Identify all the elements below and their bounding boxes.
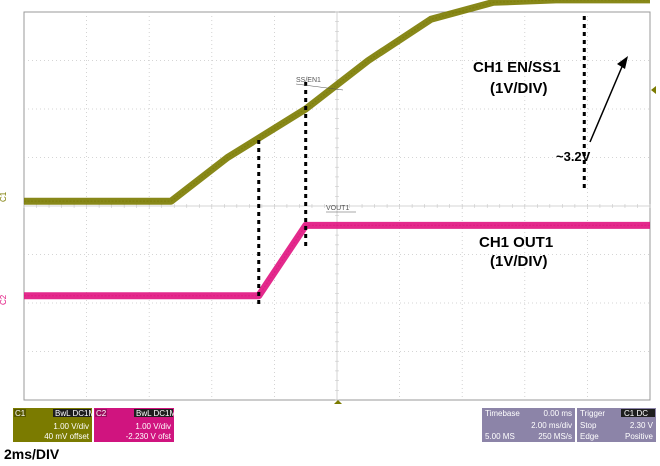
annot-voltage: ~3.2V xyxy=(556,149,591,164)
annot-arrow xyxy=(589,61,625,143)
c2-vdiv: 1.00 V/div xyxy=(135,422,171,431)
annot-arrowhead xyxy=(617,56,628,69)
timebase-panel[interactable]: Timebase 0.00 ms 2.00 ms/div 5.00 MS 250… xyxy=(482,408,575,442)
timebase-label: Timebase xyxy=(485,409,520,418)
annot-out1-scale: (1V/DIV) xyxy=(490,253,548,270)
c1-tag: C1 xyxy=(15,409,26,418)
c2-offset: -2.230 V ofst xyxy=(126,432,172,441)
ss-en1-label: SS/EN1 xyxy=(296,77,321,84)
trace-noise xyxy=(24,0,650,202)
c1-panel[interactable]: C1 BwL DC1M 1.00 V/div 40 mV offset xyxy=(13,408,95,442)
grid xyxy=(23,11,651,401)
annot-en-ss1: CH1 EN/SS1 xyxy=(473,59,561,76)
trigger-source: C1 DC xyxy=(624,409,648,418)
trigger-panel[interactable]: Trigger C1 DC Stop 2.30 V Edge Positive xyxy=(577,408,656,442)
trigger-label: Trigger xyxy=(580,409,605,418)
timebase-div: 2.00 ms/div xyxy=(531,421,572,430)
timebase-rate: 250 MS/s xyxy=(538,432,572,441)
markers xyxy=(257,16,586,308)
annot-out1: CH1 OUT1 xyxy=(479,234,553,251)
trigger-type: Edge xyxy=(580,432,599,441)
c1-vdiv: 1.00 V/div xyxy=(53,422,89,431)
timebase-delay: 0.00 ms xyxy=(544,409,572,418)
trigger-slope: Positive xyxy=(625,432,654,441)
c2-badge: BwL DC1M xyxy=(136,409,176,418)
vout1-label: VOUT1 xyxy=(326,205,349,212)
c2-panel[interactable]: C2 BwL DC1M 1.00 V/div -2.230 V ofst xyxy=(94,408,176,442)
trigger-level-marker xyxy=(651,86,656,94)
trigger-level: 2.30 V xyxy=(630,421,654,430)
trigger-time-marker xyxy=(334,400,342,404)
trace-noise xyxy=(24,224,650,297)
timebase-samples: 5.00 MS xyxy=(485,432,515,441)
ss-en1-label-line xyxy=(295,83,344,91)
c1-badge: BwL DC1M xyxy=(55,409,95,418)
traces xyxy=(24,0,650,300)
c2-tag: C2 xyxy=(96,409,107,418)
ch2-zero-marker: C2 xyxy=(0,294,8,305)
time-scale-label: 2ms/DIV xyxy=(4,446,60,462)
ch1-zero-marker: C1 xyxy=(0,191,8,202)
annot-en-ss1-scale: (1V/DIV) xyxy=(490,80,548,97)
c1-offset: 40 mV offset xyxy=(44,432,90,441)
trigger-mode: Stop xyxy=(580,421,597,430)
